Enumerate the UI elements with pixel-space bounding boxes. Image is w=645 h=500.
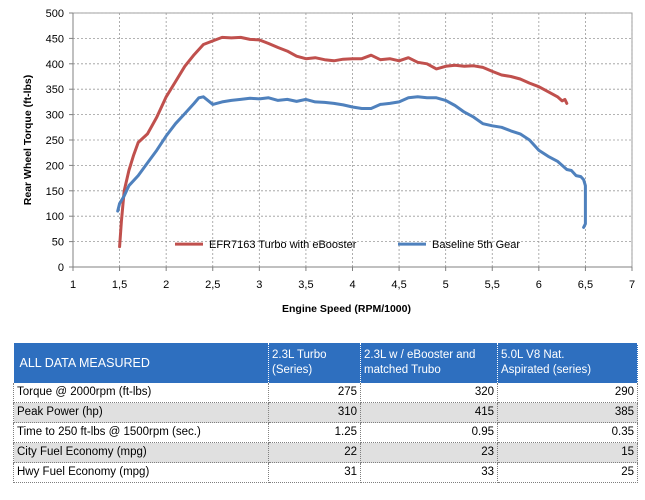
table-corner-header: ALL DATA MEASURED (13, 343, 269, 383)
x-tick-label: 1 (70, 279, 76, 291)
y-tick-label: 300 (46, 110, 64, 122)
row-label: City Fuel Economy (mpg) (13, 442, 269, 463)
y-tick-label: 50 (52, 237, 64, 249)
table-cell: 320 (360, 383, 498, 403)
table-cell: 275 (268, 383, 361, 403)
legend-label: EFR7163 Turbo with eBooster (209, 239, 357, 251)
data-table: ALL DATA MEASURED 2.3L Turbo (Series) 2.… (13, 343, 638, 483)
legend-label: Baseline 5th Gear (432, 239, 520, 251)
x-tick-label: 2,5 (205, 279, 220, 291)
x-tick-label: 3 (256, 279, 262, 291)
table-row: Peak Power (hp) 310 415 385 (13, 402, 638, 423)
x-tick-label: 2 (163, 279, 169, 291)
column-header-line: 5.0L V8 Nat. (501, 349, 565, 361)
column-header-line: (Series) (272, 364, 313, 376)
y-tick-label: 400 (46, 59, 64, 71)
table-cell: 23 (360, 442, 498, 463)
table-cell: 22 (268, 442, 361, 463)
table-cell: 310 (268, 402, 361, 423)
row-label: Peak Power (hp) (13, 402, 269, 423)
table-row: Torque @ 2000rpm (ft-lbs) 275 320 290 (13, 383, 638, 403)
y-axis-title: Rear Wheel Torque (ft-lbs) (22, 75, 34, 205)
legend-item-ebooster: EFR7163 Turbo with eBooster (175, 239, 357, 251)
table-cell: 415 (360, 402, 498, 423)
x-tick-label: 6,5 (578, 279, 593, 291)
table-cell: 290 (497, 383, 638, 403)
chart-canvas: 0 50 100 150 200 250 300 350 400 450 500 1 1,5 2 2,5 3 3… (22, 8, 635, 315)
x-tick-label: 6 (536, 279, 542, 291)
series-line-baseline (116, 95, 587, 229)
series-line-ebooster (118, 35, 569, 249)
x-tick-label: 7 (629, 279, 635, 291)
table-cell: 33 (360, 462, 498, 483)
table-cell: 385 (497, 402, 638, 423)
y-tick-label: 500 (46, 8, 64, 20)
y-tick-label: 350 (46, 84, 64, 96)
y-tick-label: 150 (46, 186, 64, 198)
table-row: City Fuel Economy (mpg) 22 23 15 (13, 442, 638, 463)
table-cell: 0.95 (360, 422, 498, 443)
table-cell: 0.35 (497, 422, 638, 443)
column-header-line: 2.3L Turbo (272, 349, 327, 361)
table-header-row: ALL DATA MEASURED 2.3L Turbo (Series) 2.… (13, 343, 638, 383)
y-tick-label: 0 (58, 262, 64, 274)
table-cell: 1.25 (268, 422, 361, 443)
x-axis-title: Engine Speed (RPM/1000) (282, 303, 411, 315)
plot-area (72, 12, 633, 268)
torque-chart: 0 50 100 150 200 250 300 350 400 450 500 1 1,5 2 2,5 3 3… (22, 8, 635, 315)
table-cell: 25 (497, 462, 638, 483)
table-cell: 31 (268, 462, 361, 483)
x-tick-label: 1,5 (112, 279, 127, 291)
table-row: Hwy Fuel Economy (mpg) 31 33 25 (13, 462, 638, 483)
x-tick-label: 5,5 (485, 279, 500, 291)
y-tick-label: 450 (46, 33, 64, 45)
legend-item-baseline: Baseline 5th Gear (398, 239, 520, 251)
x-tick-label: 4,5 (391, 279, 406, 291)
x-tick-label: 5 (443, 279, 449, 291)
y-tick-label: 250 (46, 135, 64, 147)
column-header-v8: 5.0L V8 Nat. Aspirated (series) (497, 343, 638, 383)
table-cell: 15 (497, 442, 638, 463)
column-header-line: Aspirated (series) (501, 364, 592, 376)
column-header-line: 2.3L w / eBooster and (364, 349, 476, 361)
x-tick-label: 3,5 (298, 279, 313, 291)
y-tick-label: 100 (46, 211, 64, 223)
row-label: Torque @ 2000rpm (ft-lbs) (13, 383, 269, 403)
column-header-turbo-series: 2.3L Turbo (Series) (268, 343, 361, 383)
row-label: Hwy Fuel Economy (mpg) (13, 462, 269, 483)
row-label: Time to 250 ft-lbs @ 1500rpm (sec.) (13, 422, 269, 443)
column-header-line: matched Trubo (364, 364, 441, 376)
y-tick-label: 200 (46, 160, 64, 172)
table-row: Time to 250 ft-lbs @ 1500rpm (sec.) 1.25… (13, 422, 638, 443)
column-header-ebooster: 2.3L w / eBooster and matched Trubo (360, 343, 498, 383)
x-tick-label: 4 (349, 279, 355, 291)
